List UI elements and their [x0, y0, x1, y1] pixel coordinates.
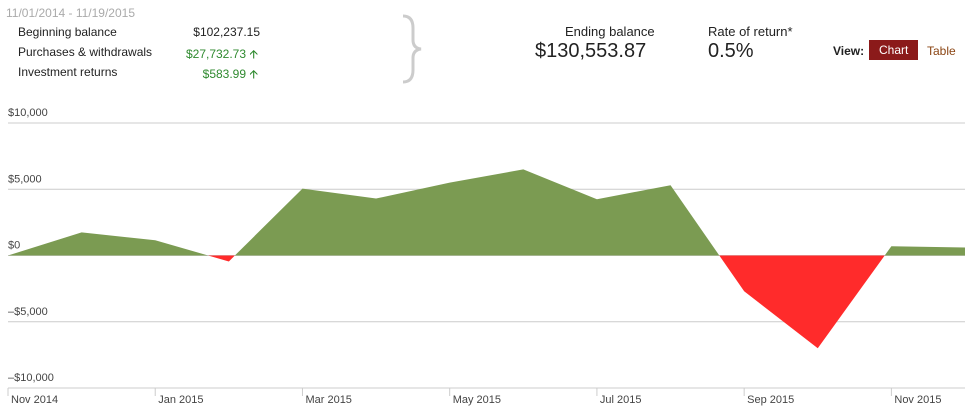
chart-button[interactable]: Chart [869, 40, 919, 60]
rate-value: 0.5% [708, 40, 754, 62]
brace [402, 14, 422, 84]
row-value: $27,732.73 [185, 47, 247, 61]
ending-value: $130,553.87 [535, 40, 647, 62]
x-tick-label: Mar 2015 [305, 394, 351, 406]
x-tick-label: Jan 2015 [158, 394, 203, 406]
x-tick-label: Sep 2015 [747, 394, 794, 406]
view-label: View: [833, 44, 865, 58]
row-label: Purchases & withdrawals [18, 45, 153, 59]
up-arrow: 🡩 [249, 47, 258, 61]
x-tick-label: Nov 2014 [11, 394, 58, 406]
area-positive [8, 169, 965, 256]
date-range: 11/01/2014 - 11/19/2015 [6, 6, 135, 20]
y-tick-label: $10,000 [8, 107, 48, 119]
row-value: $583.99 [202, 67, 247, 81]
up-arrow: 🡩 [249, 67, 258, 81]
x-tick-label: Nov 2015 [894, 394, 941, 406]
row-label: Beginning balance [18, 25, 117, 39]
y-tick-label: $0 [8, 240, 20, 252]
y-tick-label: –$10,000 [8, 372, 54, 384]
table-button[interactable]: Table [927, 44, 956, 58]
y-tick-label: $5,000 [8, 173, 42, 185]
row-label: Investment returns [18, 65, 118, 79]
rate-label: Rate of return* [708, 24, 793, 39]
area-negative [8, 255, 965, 349]
y-tick-label: –$5,000 [8, 306, 48, 318]
ending-label: Ending balance [565, 24, 655, 39]
x-tick-label: May 2015 [453, 394, 501, 406]
x-tick-label: Jul 2015 [600, 394, 642, 406]
row-value: $102,237.15 [193, 25, 260, 39]
